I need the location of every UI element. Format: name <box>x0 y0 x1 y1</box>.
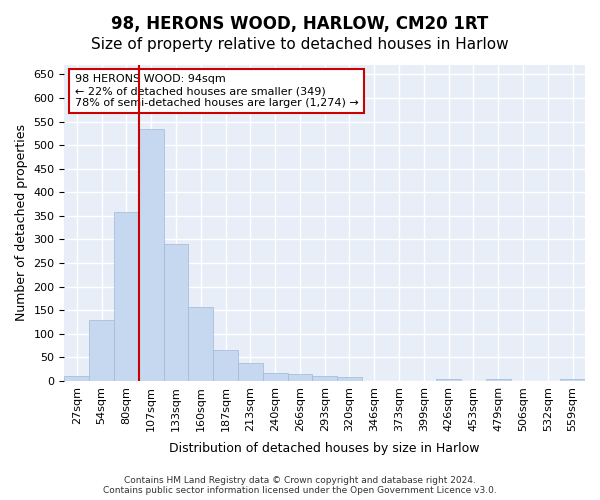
Text: 98, HERONS WOOD, HARLOW, CM20 1RT: 98, HERONS WOOD, HARLOW, CM20 1RT <box>112 15 488 33</box>
Y-axis label: Number of detached properties: Number of detached properties <box>15 124 28 322</box>
Bar <box>263 373 287 381</box>
Bar <box>114 212 139 381</box>
Bar <box>188 307 213 381</box>
Bar <box>337 377 362 381</box>
Bar <box>89 320 114 381</box>
Bar <box>287 374 313 381</box>
Bar <box>436 378 461 381</box>
Bar <box>213 350 238 381</box>
X-axis label: Distribution of detached houses by size in Harlow: Distribution of detached houses by size … <box>169 442 480 455</box>
Bar <box>164 244 188 381</box>
Bar <box>139 128 164 381</box>
Bar <box>238 363 263 381</box>
Bar <box>313 376 337 381</box>
Text: 98 HERONS WOOD: 94sqm
← 22% of detached houses are smaller (349)
78% of semi-det: 98 HERONS WOOD: 94sqm ← 22% of detached … <box>75 74 359 108</box>
Bar <box>560 380 585 381</box>
Text: Contains HM Land Registry data © Crown copyright and database right 2024.
Contai: Contains HM Land Registry data © Crown c… <box>103 476 497 495</box>
Bar <box>64 376 89 381</box>
Bar <box>486 379 511 381</box>
Text: Size of property relative to detached houses in Harlow: Size of property relative to detached ho… <box>91 38 509 52</box>
